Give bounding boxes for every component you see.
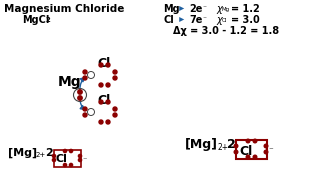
Circle shape bbox=[113, 76, 117, 80]
Circle shape bbox=[113, 107, 117, 111]
Circle shape bbox=[106, 100, 110, 104]
Text: Δχ = 3.0 - 1.2 = 1.8: Δχ = 3.0 - 1.2 = 1.8 bbox=[173, 26, 279, 36]
Circle shape bbox=[264, 144, 268, 148]
Circle shape bbox=[99, 63, 103, 67]
Text: Mg: Mg bbox=[58, 75, 82, 89]
Circle shape bbox=[63, 149, 67, 153]
Text: ⁻: ⁻ bbox=[202, 3, 206, 12]
Circle shape bbox=[83, 76, 87, 80]
Circle shape bbox=[99, 83, 103, 87]
Circle shape bbox=[83, 107, 87, 111]
Text: MgCl: MgCl bbox=[22, 15, 49, 25]
Text: Cl: Cl bbox=[56, 154, 68, 164]
Circle shape bbox=[83, 70, 87, 74]
Circle shape bbox=[78, 154, 82, 158]
Text: Mg: Mg bbox=[222, 7, 230, 12]
Text: Mg: Mg bbox=[163, 4, 180, 14]
Circle shape bbox=[264, 150, 268, 154]
Circle shape bbox=[106, 120, 110, 124]
Text: [Mg]: [Mg] bbox=[185, 138, 218, 151]
Circle shape bbox=[52, 154, 56, 158]
Circle shape bbox=[253, 155, 257, 159]
Text: = 3.0: = 3.0 bbox=[231, 15, 260, 25]
Circle shape bbox=[113, 70, 117, 74]
Circle shape bbox=[234, 144, 238, 148]
Circle shape bbox=[106, 83, 110, 87]
Text: ⁻: ⁻ bbox=[268, 146, 273, 155]
Text: Cl: Cl bbox=[97, 57, 110, 70]
Text: ⁻: ⁻ bbox=[202, 14, 206, 23]
Circle shape bbox=[99, 120, 103, 124]
Circle shape bbox=[113, 113, 117, 117]
Text: Cl: Cl bbox=[97, 94, 110, 107]
Circle shape bbox=[78, 158, 82, 162]
Text: χ: χ bbox=[216, 4, 222, 14]
Text: Magnesium Chloride: Magnesium Chloride bbox=[4, 4, 124, 14]
Circle shape bbox=[69, 149, 73, 153]
Text: 2+: 2+ bbox=[36, 152, 46, 158]
Circle shape bbox=[78, 96, 82, 100]
Text: χ: χ bbox=[216, 15, 222, 25]
Circle shape bbox=[69, 163, 73, 167]
Text: ⁻: ⁻ bbox=[82, 155, 86, 164]
Text: 2: 2 bbox=[227, 138, 236, 151]
Text: Cl: Cl bbox=[222, 18, 227, 23]
Circle shape bbox=[99, 100, 103, 104]
Circle shape bbox=[253, 139, 257, 143]
Text: Cl: Cl bbox=[239, 145, 252, 158]
Circle shape bbox=[63, 163, 67, 167]
Text: 2e: 2e bbox=[189, 4, 202, 14]
Text: = 1.2: = 1.2 bbox=[231, 4, 260, 14]
Text: 2+: 2+ bbox=[217, 143, 228, 152]
Text: 2: 2 bbox=[45, 148, 53, 158]
Text: Cl: Cl bbox=[163, 15, 174, 25]
Circle shape bbox=[246, 139, 250, 143]
Circle shape bbox=[78, 90, 82, 94]
Circle shape bbox=[52, 158, 56, 162]
Text: 7e: 7e bbox=[189, 15, 202, 25]
Circle shape bbox=[246, 155, 250, 159]
Circle shape bbox=[83, 113, 87, 117]
Circle shape bbox=[106, 63, 110, 67]
Text: 2: 2 bbox=[46, 17, 51, 23]
Circle shape bbox=[234, 150, 238, 154]
Text: [Mg]: [Mg] bbox=[8, 148, 37, 158]
